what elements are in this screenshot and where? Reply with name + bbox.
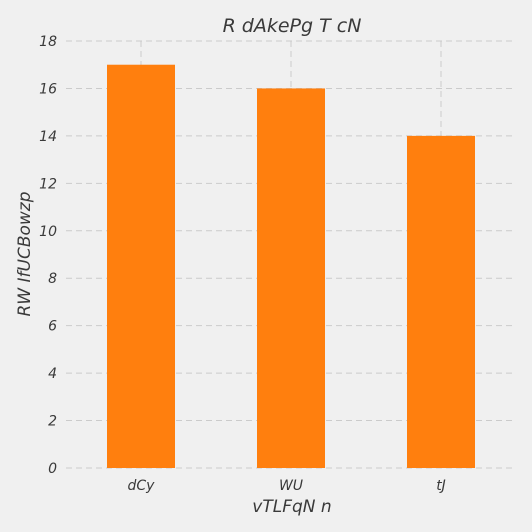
x-tick-label: WU [279, 478, 303, 494]
y-axis-label: RW IfUCBowzp [15, 191, 35, 316]
y-tick-label: 4 [48, 366, 57, 382]
y-tick-label: 16 [39, 81, 57, 97]
y-tick-label: 2 [48, 414, 57, 430]
x-axis-ticks: dCy WU tJ [128, 478, 446, 494]
chart-title: R dAkePg T cN [223, 15, 362, 37]
x-tick-label: tJ [436, 478, 446, 494]
x-axis-label: vTLFqN n [252, 497, 331, 517]
y-tick-label: 10 [39, 224, 57, 240]
x-tick-label: dCy [128, 478, 156, 494]
y-tick-label: 14 [39, 129, 57, 145]
y-axis-ticks: 0 2 4 6 8 10 12 14 16 18 [39, 34, 57, 477]
y-tick-label: 8 [48, 271, 57, 287]
bar-dCy [107, 64, 175, 468]
bar-WU [257, 88, 325, 468]
y-tick-label: 0 [48, 461, 57, 477]
y-tick-label: 6 [48, 319, 57, 335]
y-tick-label: 12 [39, 176, 57, 192]
y-tick-label: 18 [39, 34, 57, 50]
bars [107, 64, 475, 468]
bar-tJ [407, 135, 475, 468]
